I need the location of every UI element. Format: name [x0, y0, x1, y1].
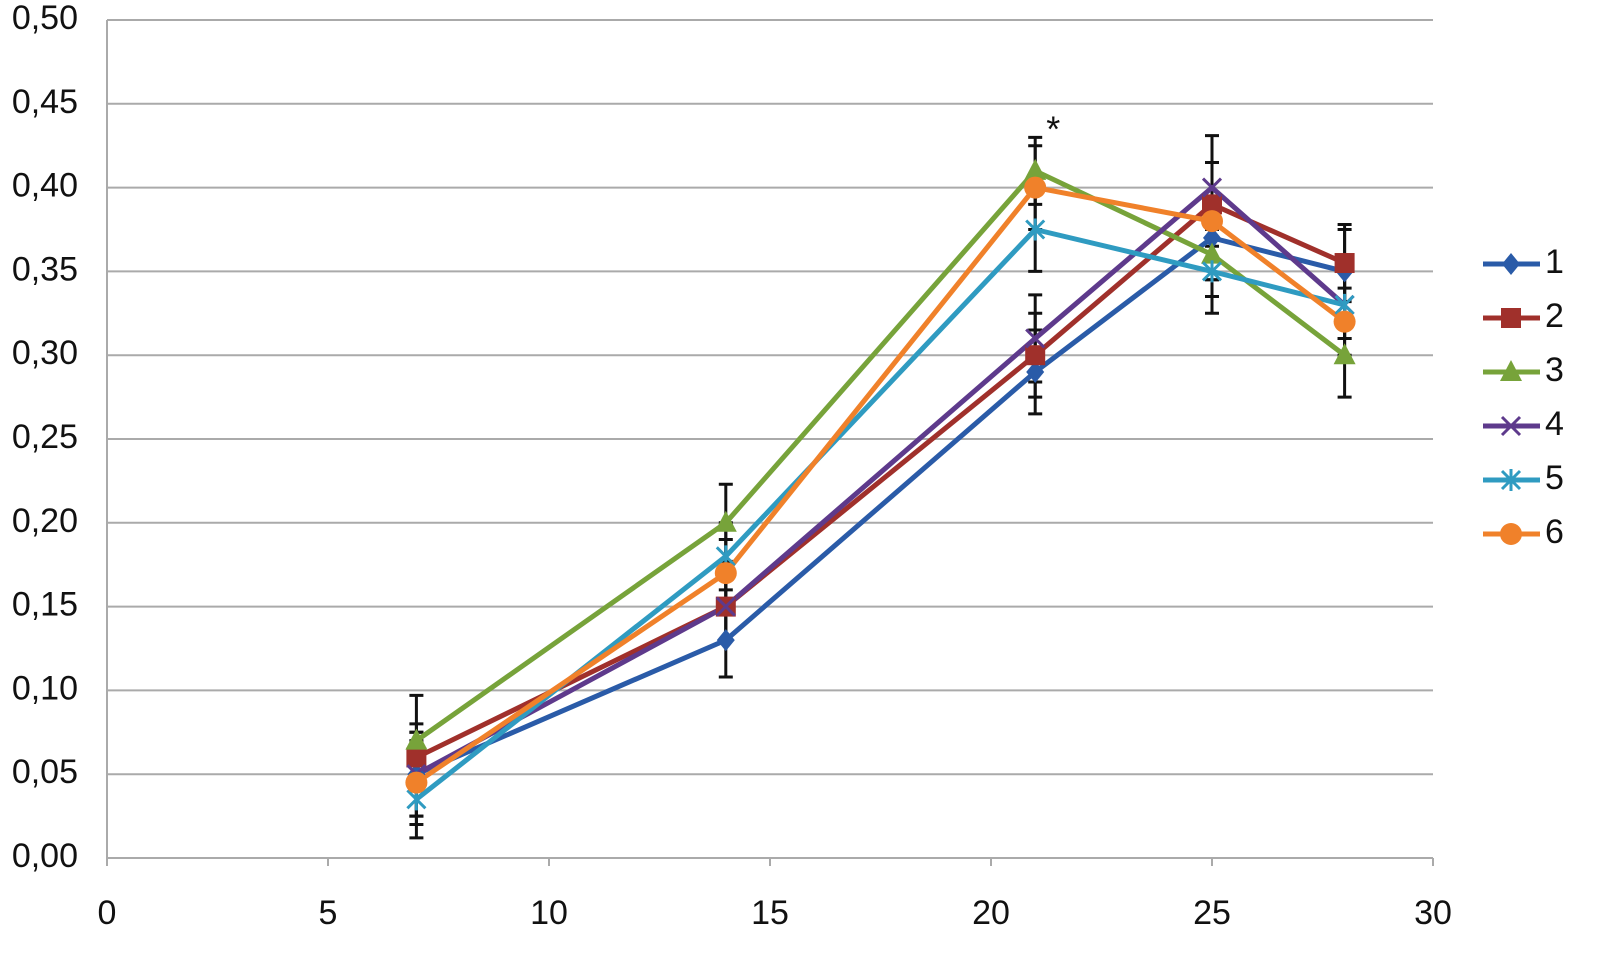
annotation: *: [1046, 109, 1060, 150]
x-tick-label: 15: [751, 894, 789, 932]
marker: [1024, 158, 1047, 180]
legend-label: 2: [1545, 297, 1564, 335]
series-line: [415, 235, 1346, 777]
marker: [1201, 260, 1223, 283]
marker: [1500, 469, 1522, 491]
marker: [1500, 360, 1522, 381]
legend-label: 6: [1545, 513, 1564, 551]
y-tick-label: 0,45: [12, 83, 78, 121]
marker: [1201, 242, 1223, 264]
marker: [1500, 523, 1522, 545]
marker: [714, 562, 737, 585]
y-tick-label: 0,25: [12, 418, 78, 456]
y-tick-label: 0,00: [12, 837, 78, 875]
legend-item: 5: [1483, 459, 1564, 497]
legend-label: 1: [1545, 243, 1564, 281]
marker: [1333, 310, 1356, 333]
y-tick-label: 0,15: [12, 586, 78, 624]
x-tick-label: 0: [98, 894, 117, 932]
x-tick-label: 5: [319, 894, 338, 932]
series-line: [415, 201, 1346, 760]
legend-item: 3: [1483, 351, 1564, 389]
marker: [1201, 177, 1223, 198]
marker: [1500, 415, 1522, 437]
y-tick-label: 0,35: [12, 250, 78, 288]
marker: [406, 747, 427, 768]
marker: [715, 596, 736, 617]
legend-item: 1: [1483, 243, 1564, 281]
x-tick-label: 20: [972, 894, 1010, 932]
y-tick-label: 0,50: [12, 0, 78, 37]
legend-item: 2: [1483, 297, 1564, 335]
marker: [1025, 345, 1046, 366]
marker: [1502, 253, 1520, 275]
marker: [1501, 308, 1521, 328]
marker: [1025, 328, 1046, 349]
marker: [405, 771, 428, 794]
marker: [1026, 360, 1045, 383]
y-tick-label: 0,10: [12, 669, 78, 707]
marker: [1203, 226, 1221, 249]
marker: [714, 510, 737, 532]
y-tick-label: 0,05: [12, 753, 78, 791]
marker: [1201, 210, 1223, 233]
legend-item: 4: [1483, 405, 1564, 443]
y-tick-label: 0,30: [12, 334, 78, 372]
marker: [716, 629, 735, 652]
marker: [1202, 194, 1222, 215]
legend-label: 5: [1545, 459, 1564, 497]
x-tick-label: 25: [1193, 894, 1231, 932]
x-tick-label: 30: [1414, 894, 1452, 932]
marker: [1025, 218, 1046, 241]
legend-label: 4: [1545, 405, 1564, 443]
legend-item: 6: [1483, 513, 1564, 551]
legend-label: 3: [1545, 351, 1564, 389]
y-tick-label: 0,20: [12, 502, 78, 540]
marker: [405, 728, 428, 750]
y-tick-label: 0,40: [12, 167, 78, 205]
marker: [1333, 343, 1356, 365]
marker: [1334, 253, 1355, 274]
marker: [1024, 176, 1047, 199]
x-tick-label: 10: [530, 894, 568, 932]
